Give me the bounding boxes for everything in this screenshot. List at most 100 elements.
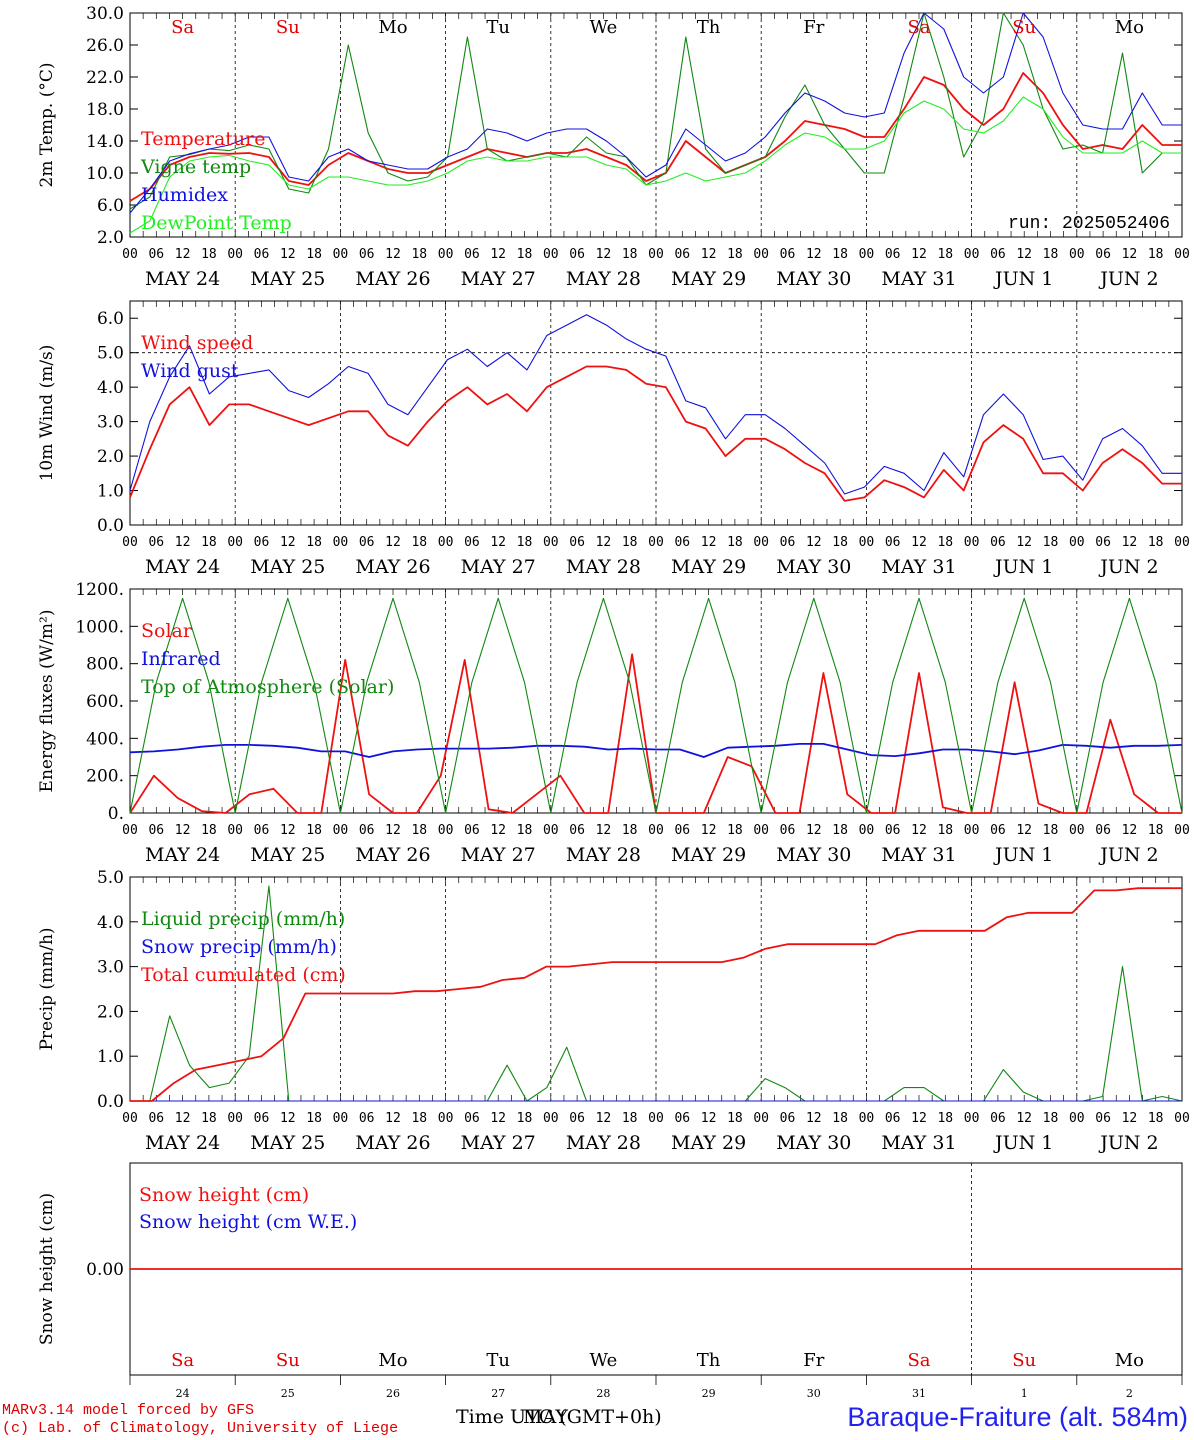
hour-tick-label: 18 (622, 823, 638, 838)
y-tick-label: 3.0 (97, 958, 124, 978)
hour-tick-label: 12 (385, 1111, 401, 1126)
hour-tick-label: 06 (148, 823, 164, 838)
date-label: MAY 31 (881, 1132, 956, 1154)
hour-tick-label: 18 (201, 535, 217, 550)
hour-tick-label: 00 (753, 1111, 769, 1126)
date-label: MAY 24 (145, 556, 220, 578)
hour-tick-label: 06 (780, 823, 796, 838)
y-tick-label: 5.0 (97, 868, 124, 888)
y-tick-label: 22.0 (86, 68, 124, 88)
hour-tick-label: 18 (1148, 823, 1164, 838)
hour-tick-label: 18 (306, 823, 322, 838)
hour-tick-label: 18 (1043, 535, 1059, 550)
hour-tick-label: 06 (148, 247, 164, 262)
hour-tick-label: 06 (1095, 247, 1111, 262)
hour-tick-label: 18 (517, 247, 533, 262)
hour-tick-label: 12 (1122, 823, 1138, 838)
hour-tick-label: 00 (1069, 823, 1085, 838)
hour-tick-label: 00 (648, 247, 664, 262)
hour-tick-label: 06 (359, 535, 375, 550)
hour-tick-label: 00 (438, 247, 454, 262)
legend-entry: Wind gust (141, 360, 239, 382)
legend-entry: Vigne temp (140, 156, 251, 178)
hour-tick-label: 00 (543, 247, 559, 262)
y-axis-label: Snow height (cm) (37, 1193, 57, 1345)
series-line-dewpoint-temp (129, 96, 1182, 234)
legend-entry: Temperature (141, 128, 265, 150)
hour-tick-label: 18 (1043, 247, 1059, 262)
date-label: JUN 1 (993, 1132, 1053, 1154)
date-label: JUN 2 (1098, 844, 1158, 866)
hour-tick-label: 12 (385, 823, 401, 838)
date-label: MAY 25 (250, 268, 325, 290)
date-label: MAY 29 (671, 556, 746, 578)
y-axis-label: Energy fluxes (W/m²) (37, 610, 57, 793)
hour-tick-label: 18 (411, 247, 427, 262)
y-tick-label: 14.0 (86, 132, 124, 152)
weekday-label: Th (697, 1350, 721, 1371)
hour-tick-label: 12 (596, 535, 612, 550)
hour-tick-label: 06 (464, 535, 480, 550)
legend-entry: Snow height (cm W.E.) (139, 1211, 357, 1233)
hour-tick-label: 18 (1148, 1111, 1164, 1126)
y-axis-label: 2m Temp. (°C) (37, 62, 57, 187)
hour-tick-label: 06 (464, 1111, 480, 1126)
date-label: MAY 29 (671, 844, 746, 866)
hour-tick-label: 06 (148, 1111, 164, 1126)
panel-3: 0. 200. 400. 600. 800. 1000. 1200. Energy fluxe… (37, 580, 1190, 866)
weekday-label: We (590, 1350, 618, 1371)
hour-tick-label: 00 (333, 535, 349, 550)
hour-tick-label: 00 (438, 535, 454, 550)
month-label: MAY (523, 1406, 568, 1428)
credit-line-2: (c) Lab. of Climatology, University of L… (2, 1420, 399, 1437)
hour-tick-label: 12 (806, 535, 822, 550)
y-tick-label: 1.0 (97, 1047, 124, 1067)
hour-tick-label: 12 (701, 535, 717, 550)
hour-tick-label: 00 (964, 823, 980, 838)
hour-tick-label: 06 (254, 1111, 270, 1126)
hour-tick-label: 00 (1069, 535, 1085, 550)
hour-tick-label: 18 (201, 823, 217, 838)
hour-tick-label: 12 (1122, 1111, 1138, 1126)
y-tick-label: 6.0 (97, 309, 124, 329)
y-tick-label: 400. (86, 729, 124, 749)
hour-tick-label: 06 (359, 1111, 375, 1126)
hour-tick-label: 00 (648, 535, 664, 550)
hour-tick-label: 12 (701, 1111, 717, 1126)
credit-line-1: MARv3.14 model forced by GFS (2, 1402, 255, 1419)
hour-tick-label: 18 (517, 823, 533, 838)
y-tick-label: 200. (86, 767, 124, 787)
date-label: MAY 30 (776, 268, 851, 290)
hour-tick-label: 18 (727, 247, 743, 262)
station-label: Baraque-Fraiture (alt. 584m) (847, 1402, 1188, 1432)
date-label: MAY 28 (566, 556, 641, 578)
date-label: MAY 30 (776, 556, 851, 578)
hour-tick-label: 12 (806, 247, 822, 262)
hour-tick-label: 00 (964, 1111, 980, 1126)
hour-tick-label: 06 (569, 1111, 585, 1126)
hour-tick-label: 00 (543, 535, 559, 550)
hour-tick-label: 12 (1016, 247, 1032, 262)
hour-tick-label: 12 (596, 247, 612, 262)
hour-tick-label: 00 (543, 823, 559, 838)
y-tick-label: 10.0 (86, 164, 124, 184)
weekday-label: Sa (171, 1350, 194, 1371)
hour-tick-label: 12 (385, 535, 401, 550)
hour-tick-label: 00 (1174, 535, 1190, 550)
date-label: MAY 30 (776, 1132, 851, 1154)
hour-tick-label: 18 (306, 1111, 322, 1126)
hour-tick-label: 18 (727, 1111, 743, 1126)
date-label: JUN 2 (1098, 268, 1158, 290)
day-number-label: 2 (1126, 1387, 1133, 1400)
legend-entry: Liquid precip (mm/h) (141, 908, 345, 930)
hour-tick-label: 18 (727, 535, 743, 550)
hour-tick-label: 12 (1122, 247, 1138, 262)
weekday-label: Sa (171, 17, 194, 38)
hour-tick-label: 18 (622, 247, 638, 262)
hour-tick-label: 06 (569, 247, 585, 262)
hour-tick-label: 12 (1016, 1111, 1032, 1126)
hour-tick-label: 06 (1095, 535, 1111, 550)
hour-tick-label: 00 (227, 1111, 243, 1126)
date-label: JUN 1 (993, 556, 1053, 578)
